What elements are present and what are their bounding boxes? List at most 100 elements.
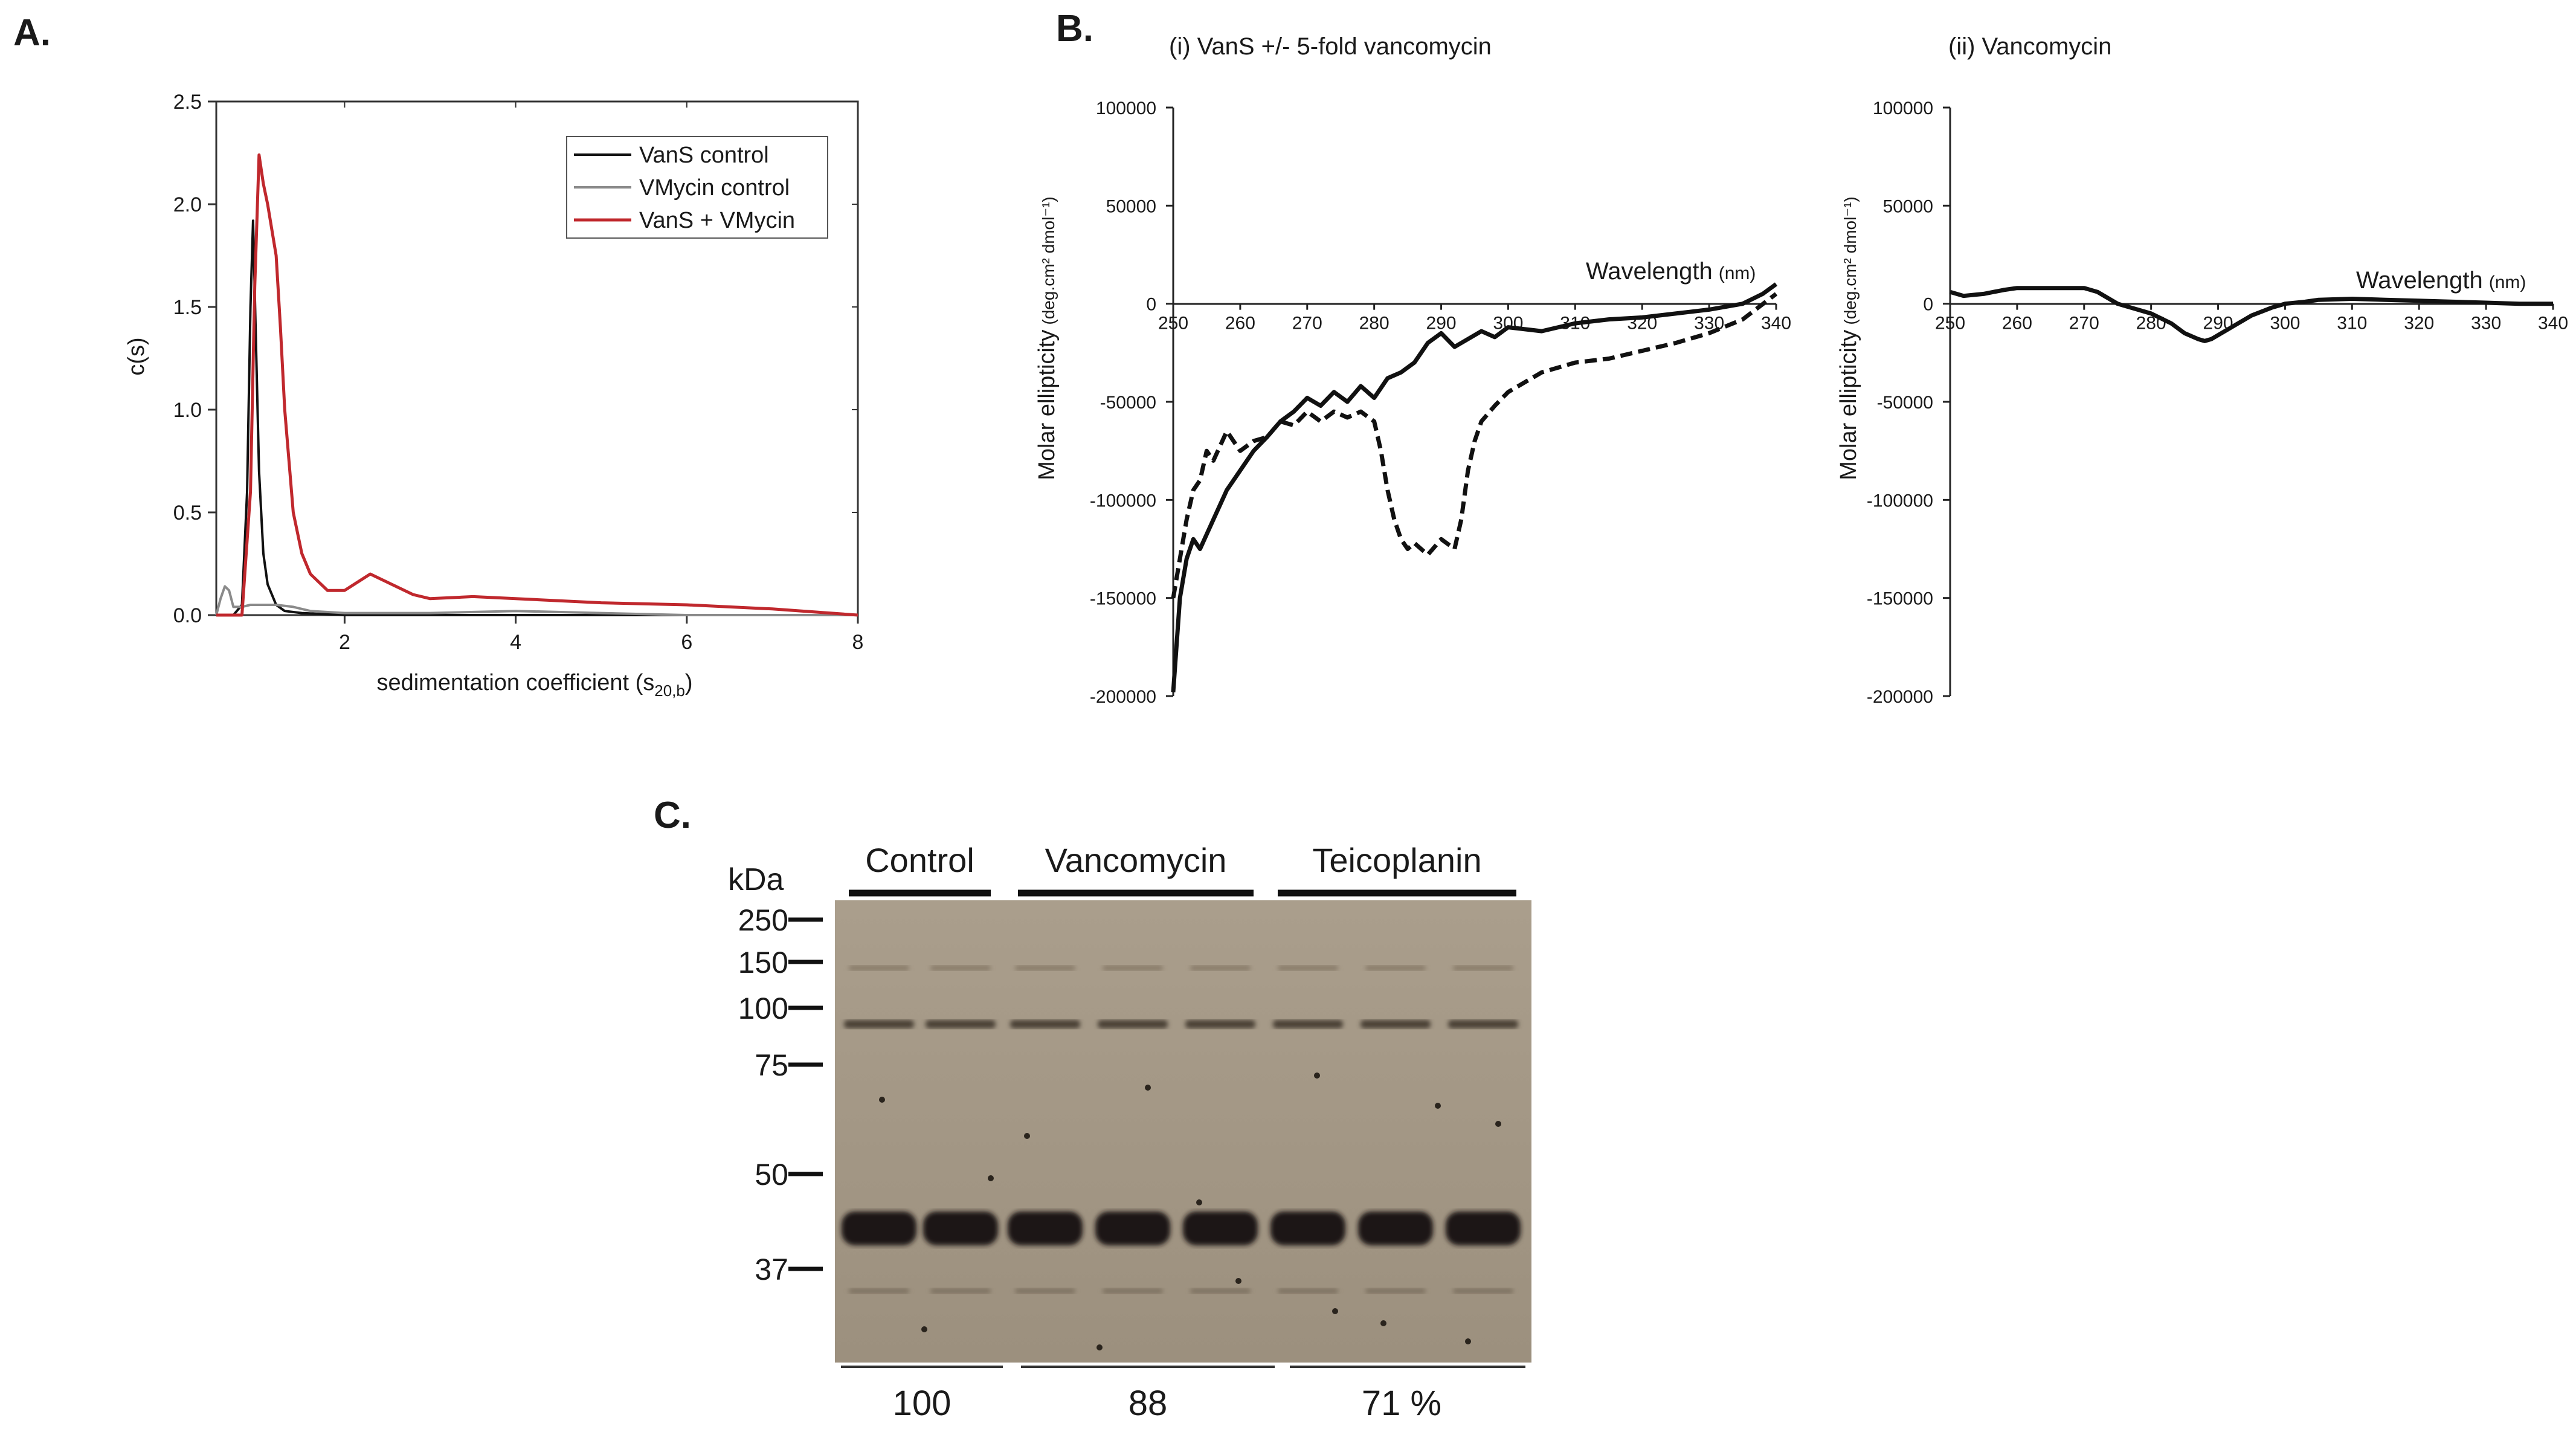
panel-label-a: A.: [13, 12, 51, 54]
gel-marker-label-50: 50: [755, 1158, 788, 1192]
gel-band-faint-upper: [1365, 966, 1426, 970]
gel-panel: kDa 250 150 100 75 50 37 Control Vancomycin Tei…: [728, 841, 1531, 1423]
gel-band-faint-lower: [1365, 1288, 1426, 1294]
gel-speckle: [1145, 1085, 1151, 1091]
cd-ytick-label: 100000: [1873, 98, 1933, 118]
a-xtick-label: 2: [339, 631, 350, 654]
gel-speckle: [1495, 1121, 1501, 1127]
chart-b-i-y-ticks: 100000 50000 0 -50000 -100000 -150000 -200000: [1090, 98, 1173, 707]
gel-speckle: [1332, 1308, 1338, 1314]
a-ytick-label: 0.5: [173, 502, 202, 524]
cd-ytick-label: 50000: [1106, 196, 1156, 216]
gel-quant-value: 88: [1129, 1384, 1168, 1423]
gel-quant-value: 100: [893, 1384, 952, 1423]
cd-ytick-label: 0: [1923, 295, 1933, 315]
cd-series-solid-line: [1171, 282, 1778, 692]
gel-band-faint-upper: [1278, 966, 1338, 970]
cd-series-dashed-line: [1171, 292, 1778, 599]
gel-band-main: [1446, 1211, 1521, 1245]
cd-xtick-label: 270: [1292, 314, 1322, 334]
a-xtick-label: 8: [852, 631, 864, 654]
gel-bands: [842, 966, 1521, 1350]
gel-unit-label: kDa: [728, 862, 784, 897]
gel-marker-label-100: 100: [738, 992, 788, 1025]
cd-ytick-label: 0: [1146, 295, 1156, 315]
chart-a-y-ticks: 0.0 0.5 1.0 1.5 2.0 2.5: [173, 91, 858, 627]
cd-xtick-label: 250: [1935, 314, 1965, 334]
chart-b-i-xlabel: Wavelength (nm): [1586, 258, 1756, 285]
gel-band-90kda: [1360, 1020, 1431, 1028]
gel-band-90kda: [1098, 1020, 1168, 1028]
gel-band-90kda: [1448, 1020, 1518, 1028]
cd-ytick-label: -150000: [1090, 589, 1156, 609]
cd-xtick-label: 260: [2002, 314, 2032, 334]
chart-b-ii-x-ticks: 250 260 270 280 290 300 310 320 330 340: [1935, 303, 2568, 334]
legend-label-vans-vmycin: VanS + VMycin: [639, 208, 795, 233]
cd-xtick-label: 300: [2270, 314, 2300, 334]
cd-xtick-label: 290: [1426, 314, 1457, 334]
cd-ytick-label: -150000: [1867, 589, 1933, 609]
gel-band-main: [1270, 1211, 1345, 1245]
cd-xtick-label: 310: [2337, 314, 2367, 334]
gel-marker-label-37: 37: [755, 1253, 788, 1286]
chart-b-ii-ylabel: Molar ellipticity(deg.cm² dmol⁻¹): [1836, 196, 1861, 480]
gel-band-faint-lower: [1103, 1288, 1163, 1294]
gel-group-label: Control: [865, 841, 974, 879]
gel-group-label: Vancomycin: [1045, 841, 1227, 879]
a-ytick-label: 2.5: [173, 91, 202, 114]
a-series-line-1: [216, 219, 858, 616]
gel-speckle: [1235, 1278, 1241, 1284]
cd-ytick-label: -50000: [1100, 393, 1156, 413]
gel-band-faint-lower: [1015, 1288, 1075, 1294]
gel-band-faint-lower: [1190, 1288, 1251, 1294]
gel-speckle: [879, 1097, 885, 1103]
gel-band-main: [1008, 1211, 1083, 1245]
cd-ytick-label: 100000: [1096, 98, 1156, 118]
chart-a-legend: VanS control VMycin control VanS + VMyci…: [566, 136, 828, 239]
legend-label-vmycin: VMycin control: [639, 175, 790, 201]
chart-b-ii-title: (ii) Vancomycin: [1948, 33, 2111, 60]
a-xtick-label: 6: [681, 631, 692, 654]
cd-xtick-label: 320: [2404, 314, 2434, 334]
gel-band-faint-upper: [1453, 966, 1513, 970]
gel-quantification: 100 88 71 %: [841, 1366, 1525, 1423]
gel-band-faint-lower: [930, 1288, 991, 1294]
chart-b-i: (i) VanS +/- 5-fold vancomycin 100000 500…: [1034, 33, 1791, 707]
cd-xtick-label: 340: [1761, 314, 1791, 334]
gel-band-90kda: [844, 1020, 914, 1028]
cd-ytick-label: -100000: [1090, 491, 1156, 511]
cd-xtick-label: 340: [2538, 314, 2568, 334]
chart-b-ii-xlabel: Wavelength (nm): [2356, 267, 2526, 294]
chart-b-ii-lines: [1950, 286, 2553, 343]
a-series-line-2: [215, 585, 858, 616]
gel-marker-label-250: 250: [738, 903, 788, 937]
chart-b-i-lines: [1171, 282, 1778, 692]
gel-group-headers: Control Vancomycin Teicoplanin: [849, 841, 1516, 897]
a-ytick-label: 2.0: [173, 193, 202, 216]
gel-band-faint-upper: [1103, 966, 1163, 970]
chart-a-x-ticks: 2 4 6 8: [339, 102, 864, 654]
gel-band-faint-lower: [849, 1288, 909, 1294]
chart-b-ii-y-ticks: 100000 50000 0 -50000 -100000 -150000 -200000: [1867, 98, 1950, 707]
gel-speckle: [1465, 1338, 1471, 1344]
gel-speckle: [1024, 1133, 1030, 1139]
cd-ytick-label: -200000: [1867, 687, 1933, 707]
gel-marker-label-75: 75: [755, 1048, 788, 1082]
gel-band-90kda: [926, 1020, 996, 1028]
cd-series-solid-line: [1950, 286, 2553, 343]
cd-ytick-label: -200000: [1090, 687, 1156, 707]
gel-band-main: [1095, 1211, 1170, 1245]
chart-a: 0.0 0.5 1.0 1.5 2.0 2.5 2 4 6 8 c(s) sedimentati…: [124, 91, 863, 700]
gel-marker-label-150: 150: [738, 946, 788, 979]
a-ytick-label: 1.0: [173, 399, 202, 422]
gel-band-faint-upper: [930, 966, 991, 970]
gel-band-90kda: [1010, 1020, 1080, 1028]
gel-speckle: [1435, 1103, 1441, 1109]
gel-band-main: [842, 1211, 916, 1245]
a-series-line-3: [216, 153, 858, 617]
gel-speckle: [1314, 1073, 1320, 1079]
chart-a-lines: [215, 153, 858, 617]
gel-band-faint-upper: [1190, 966, 1251, 970]
gel-quant-value: 71 %: [1362, 1384, 1441, 1423]
gel-speckle: [1380, 1320, 1386, 1326]
